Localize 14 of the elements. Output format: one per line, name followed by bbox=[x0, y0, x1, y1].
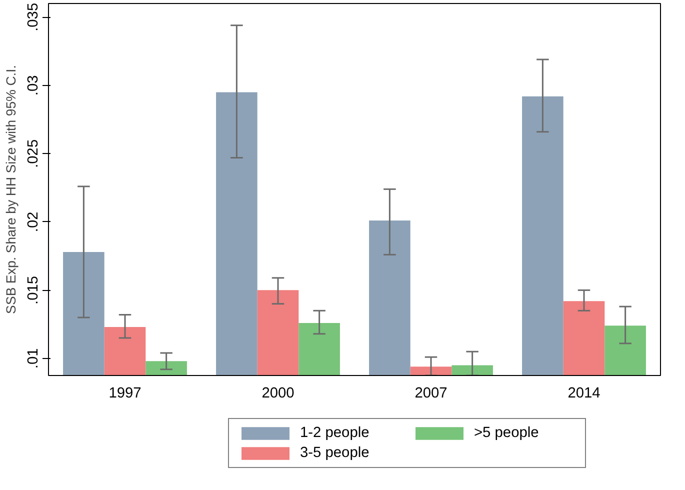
x-tick-label: 2014 bbox=[568, 386, 600, 402]
y-tick-label: .02 bbox=[26, 212, 42, 232]
legend-label: 1-2 people bbox=[300, 425, 370, 441]
x-tick-label: 2000 bbox=[262, 386, 294, 402]
legend-label: >5 people bbox=[474, 425, 540, 441]
y-tick-label: .015 bbox=[26, 276, 42, 304]
y-tick-label: .035 bbox=[26, 2, 42, 32]
y-tick-label: .03 bbox=[26, 75, 42, 96]
y-tick-label: .01 bbox=[26, 348, 42, 369]
y-tick-label: .025 bbox=[26, 139, 42, 168]
x-tick-label: 1997 bbox=[108, 386, 142, 402]
y-axis-title: SSB Exp. Share by HH Size with 95% C.I. bbox=[4, 65, 18, 314]
x-tick-label: 2007 bbox=[414, 386, 448, 402]
legend-label: 3-5 people bbox=[300, 445, 370, 461]
